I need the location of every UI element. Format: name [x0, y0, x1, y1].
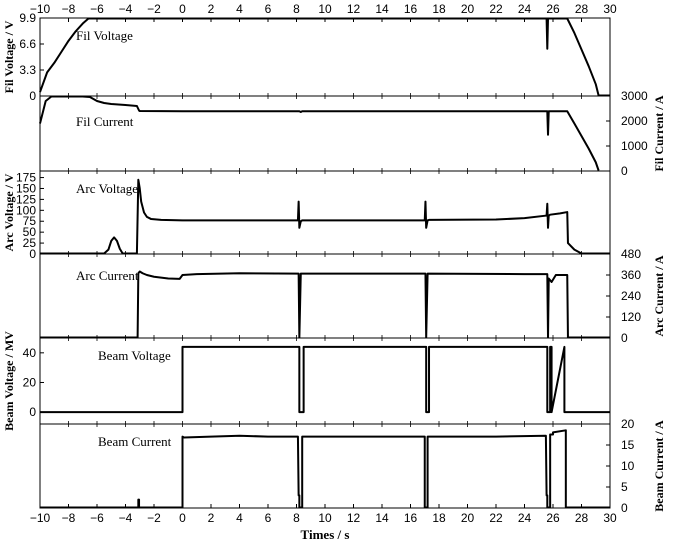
y-tick-label: 0: [29, 89, 36, 103]
series-line: [40, 429, 610, 509]
y-tick-label: 20: [23, 375, 37, 389]
x-tick-label-top: −2: [147, 2, 161, 16]
x-tick-label-bottom: 16: [404, 511, 418, 525]
panel-beam-current: 0 5 10 15 20 Beam Current / A Beam Current: [40, 417, 666, 515]
y-tick-label: 1000: [621, 139, 648, 153]
x-tick-label-top: 18: [432, 2, 446, 16]
x-tick-label-top: −6: [90, 2, 104, 16]
y-tick-label: 20: [621, 417, 635, 431]
y-tick-label: 15: [621, 438, 635, 452]
x-tick-label-bottom: 2: [208, 511, 215, 525]
x-tick-label-top: −10: [30, 2, 51, 16]
y-tick-label: 100: [16, 203, 36, 217]
x-tick-label-bottom: 22: [489, 511, 503, 525]
x-tick-label-bottom: 12: [347, 511, 361, 525]
y-tick-label: 175: [16, 171, 36, 185]
y-tick-label: 75: [23, 214, 37, 228]
y-tick-label: 480: [621, 247, 641, 261]
panel-title: Fil Voltage: [76, 28, 133, 43]
y-tick-label: 3.3: [19, 63, 36, 77]
x-tick-label-bottom: −4: [119, 511, 133, 525]
x-tick-label-top: 0: [179, 2, 186, 16]
y-tick-label: 40: [23, 346, 37, 360]
panel-fil-current: 0 1000 2000 3000 Fil Current / A Fil Current: [39, 89, 666, 178]
y-tick-label: 5: [621, 480, 628, 494]
x-tick-label-top: 4: [236, 2, 243, 16]
y-tick-label: 0: [29, 405, 36, 419]
panel-beam-voltage: 0 20 40 Beam Voltage / MV Beam Voltage: [2, 331, 610, 431]
series-line: [40, 178, 610, 255]
x-tick-label-top: 12: [347, 2, 361, 16]
y-tick-label: 50: [23, 225, 37, 239]
y-tick-label: 0: [621, 331, 628, 345]
series-line: [39, 17, 610, 97]
panel-title: Beam Voltage: [98, 348, 171, 363]
y-tick-label: 3000: [621, 89, 648, 103]
x-tick-label-top: 28: [575, 2, 589, 16]
x-tick-label-top: −8: [62, 2, 76, 16]
y-tick-label: 6.6: [19, 37, 36, 51]
x-tick-label-top: 24: [518, 2, 532, 16]
y-axis-label: Beam Voltage / MV: [2, 331, 16, 431]
x-tick-label-top: 22: [489, 2, 503, 16]
y-tick-label: 0: [29, 247, 36, 261]
x-tick-label-bottom: 4: [236, 511, 243, 525]
x-tick-label-bottom: 20: [461, 511, 475, 525]
x-tick-label-top: 2: [208, 2, 215, 16]
x-tick-label-bottom: −8: [62, 511, 76, 525]
y-tick-label: 2000: [621, 114, 648, 128]
panel-arc-current: 0 120 240 360 480 Arc Current / A Arc Current: [40, 247, 666, 345]
series-line: [40, 270, 610, 339]
y-axis-label: Fil Voltage / V: [2, 20, 16, 93]
x-tick-label-bottom: 8: [293, 511, 300, 525]
x-tick-label-bottom: 14: [375, 511, 389, 525]
y-axis-label: Fil Current / A: [652, 95, 666, 171]
x-tick-label-top: 26: [546, 2, 560, 16]
y-axis-label: Arc Voltage / V: [2, 173, 16, 251]
series-line: [40, 345, 610, 414]
y-tick-label: 240: [621, 289, 641, 303]
x-tick-label-bottom: 6: [265, 511, 272, 525]
x-tick-label-bottom: −10: [30, 511, 51, 525]
x-tick-label-bottom: −2: [147, 511, 161, 525]
x-tick-label-bottom: 24: [518, 511, 532, 525]
x-tick-label-bottom: −6: [90, 511, 104, 525]
x-tick-label-bottom: 10: [318, 511, 332, 525]
x-tick-label-bottom: 28: [575, 511, 589, 525]
x-tick-label-top: 6: [265, 2, 272, 16]
series-line: [39, 95, 600, 171]
y-tick-label: 120: [621, 310, 641, 324]
x-tick-label-top: 16: [404, 2, 418, 16]
x-tick-label-top: −4: [119, 2, 133, 16]
y-tick-label: 0: [621, 164, 628, 178]
x-axis-label: Times / s: [301, 527, 350, 542]
y-axis-label: Arc Current / A: [652, 255, 666, 337]
panel-title: Arc Voltage: [76, 181, 138, 196]
y-tick-label: 0: [621, 501, 628, 515]
y-tick-label: 10: [621, 459, 635, 473]
y-tick-label: 9.9: [19, 11, 36, 25]
y-tick-label: 25: [23, 236, 37, 250]
y-tick-label: 150: [16, 181, 36, 195]
x-tick-label-top: 8: [293, 2, 300, 16]
x-tick-label-top: 30: [603, 2, 617, 16]
x-tick-label-bottom: 18: [432, 511, 446, 525]
x-tick-label-top: 14: [375, 2, 389, 16]
y-tick-label: 360: [621, 268, 641, 282]
panel-title: Arc Current: [76, 268, 139, 283]
y-tick-label: 125: [16, 192, 36, 206]
x-tick-label-bottom: 0: [179, 511, 186, 525]
x-tick-label-top: 20: [461, 2, 475, 16]
x-tick-label-top: 10: [318, 2, 332, 16]
y-axis-label: Beam Current / A: [652, 420, 666, 512]
panel-title: Beam Current: [98, 434, 172, 449]
x-tick-label-bottom: 26: [546, 511, 560, 525]
x-tick-label-bottom: 30: [603, 511, 617, 525]
panel-title: Fil Current: [76, 114, 134, 129]
